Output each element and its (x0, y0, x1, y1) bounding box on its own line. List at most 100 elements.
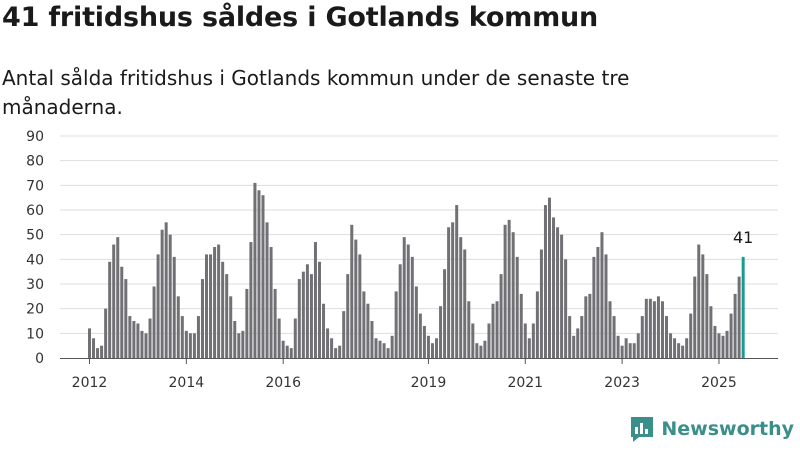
bar (277, 318, 281, 358)
bar (693, 276, 697, 358)
bar (217, 244, 221, 358)
bar (552, 217, 556, 358)
bar-highlight (741, 256, 745, 358)
bar (326, 328, 330, 358)
bar (144, 333, 148, 358)
bar (467, 301, 471, 358)
bar (257, 190, 261, 358)
bar (120, 266, 124, 358)
y-tick-label: 50 (26, 228, 44, 244)
x-axis: 2012 2014 2016 2019 2021 2023 2025 (60, 358, 778, 391)
bar (394, 291, 398, 358)
bar (152, 286, 156, 358)
bars (88, 182, 745, 358)
bar (677, 343, 681, 358)
bar (293, 318, 297, 358)
bar (305, 264, 309, 358)
bar (568, 316, 572, 358)
bar (503, 224, 507, 358)
bar (362, 291, 366, 358)
bar (148, 318, 152, 358)
bar (164, 222, 168, 358)
bar (366, 303, 370, 358)
bar (592, 256, 596, 358)
bar (168, 234, 172, 358)
bar (527, 338, 531, 358)
bar (136, 323, 140, 358)
bar (580, 316, 584, 358)
y-tick-label: 20 (26, 302, 44, 318)
bar (289, 348, 293, 358)
bar (108, 261, 112, 358)
bar (519, 293, 523, 358)
bar (132, 321, 136, 358)
x-tick-label: 2019 (411, 375, 447, 391)
bar (681, 345, 685, 358)
bar (285, 345, 289, 358)
bar (390, 335, 394, 358)
bar-chart: 0 10 20 30 40 50 60 70 80 90 2012 2014 2016 2019 2021… (26, 129, 778, 391)
bar (414, 286, 418, 358)
bar (374, 338, 378, 358)
bar (697, 244, 701, 358)
bar (322, 303, 326, 358)
bar (721, 335, 725, 358)
brand-logo: Newsworthy (629, 414, 794, 444)
y-tick-label: 90 (26, 129, 44, 145)
bar (515, 256, 519, 358)
bar (112, 244, 116, 358)
bar (455, 205, 459, 358)
bar (685, 338, 689, 358)
bar (624, 338, 628, 358)
bar (205, 254, 209, 358)
x-tick-label: 2025 (701, 375, 737, 391)
chart-title: 41 fritidshus såldes i Gotlands kommun (2, 2, 599, 33)
bar (531, 323, 535, 358)
bar (705, 274, 709, 358)
bar (192, 333, 196, 358)
bar (253, 182, 257, 358)
bar (471, 323, 475, 358)
bar (435, 338, 439, 358)
bar (483, 340, 487, 358)
y-tick-label: 30 (26, 277, 44, 293)
bar (350, 224, 354, 358)
bar (709, 306, 713, 358)
bar (96, 348, 100, 358)
bar (511, 232, 515, 358)
bar (447, 227, 451, 358)
bar (301, 271, 305, 358)
bar (418, 313, 422, 358)
bar (172, 256, 176, 358)
bar (354, 239, 358, 358)
newsworthy-logo-icon (631, 417, 654, 442)
highlight-value-label: 41 (733, 228, 753, 247)
bar (713, 325, 717, 358)
bar (543, 205, 547, 358)
bar (281, 340, 285, 358)
bar (495, 301, 499, 358)
y-tick-label: 40 (26, 252, 44, 268)
bar (717, 333, 721, 358)
y-axis-tick-labels: 0 10 20 30 40 50 60 70 80 90 (26, 129, 44, 367)
bar (507, 219, 511, 358)
x-tick-label: 2012 (72, 375, 108, 391)
y-tick-label: 60 (26, 203, 44, 219)
bar (241, 330, 245, 358)
bar (451, 222, 455, 358)
bar (673, 338, 677, 358)
x-tick-label: 2014 (169, 375, 205, 391)
y-tick-label: 70 (26, 178, 44, 194)
gridlines (60, 135, 778, 334)
bar (612, 316, 616, 358)
bar (737, 276, 741, 358)
bar (330, 338, 334, 358)
bar (406, 244, 410, 358)
bar (346, 274, 350, 358)
bar (188, 333, 192, 358)
bar (479, 345, 483, 358)
x-tick-label: 2021 (507, 375, 543, 391)
bar (398, 264, 402, 358)
bar (430, 343, 434, 358)
bar (547, 197, 551, 358)
